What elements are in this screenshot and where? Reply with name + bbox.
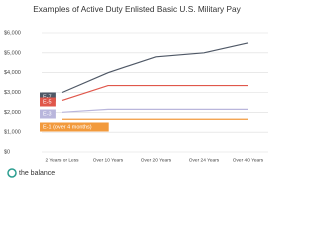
x-tick-label: Over 24 Years [189, 157, 220, 163]
x-tick-label: Over 40 Years [233, 157, 264, 163]
y-tick-label: $0 [4, 149, 10, 155]
series-line [61, 42, 249, 94]
legend-box [40, 122, 109, 132]
x-tick-label: Over 20 Years [141, 157, 172, 163]
y-tick-label: $5,000 [4, 50, 21, 56]
series-line [61, 84, 248, 102]
legend-label: E-3 [43, 111, 52, 117]
legend-label: E-1 (over 4 months) [43, 124, 92, 130]
x-tick-label: 2 Years or Less [45, 157, 79, 163]
footer: the balance [19, 170, 55, 177]
y-tick-label: $4,000 [4, 70, 21, 76]
y-tick-label: $2,000 [4, 110, 21, 116]
legend-box [40, 97, 56, 107]
legend-box [40, 92, 56, 102]
series-line [61, 108, 248, 113]
chart-title: Examples of Active Duty Enlisted Basic U… [33, 4, 241, 14]
background [0, 0, 275, 183]
y-tick-label: $3,000 [4, 90, 21, 96]
chart: Examples of Active Duty Enlisted Basic U… [0, 0, 275, 183]
legend-box [40, 109, 56, 119]
page: Examples of Active Duty Enlisted Basic U… [0, 0, 275, 183]
legend-label: E-7 [43, 94, 52, 100]
logo-icon [7, 168, 17, 178]
legend-label: E-5 [43, 99, 52, 105]
x-tick-label: Over 10 Years [93, 157, 124, 163]
y-tick-label: $1,000 [4, 130, 21, 136]
y-tick-label: $6,000 [4, 30, 21, 36]
